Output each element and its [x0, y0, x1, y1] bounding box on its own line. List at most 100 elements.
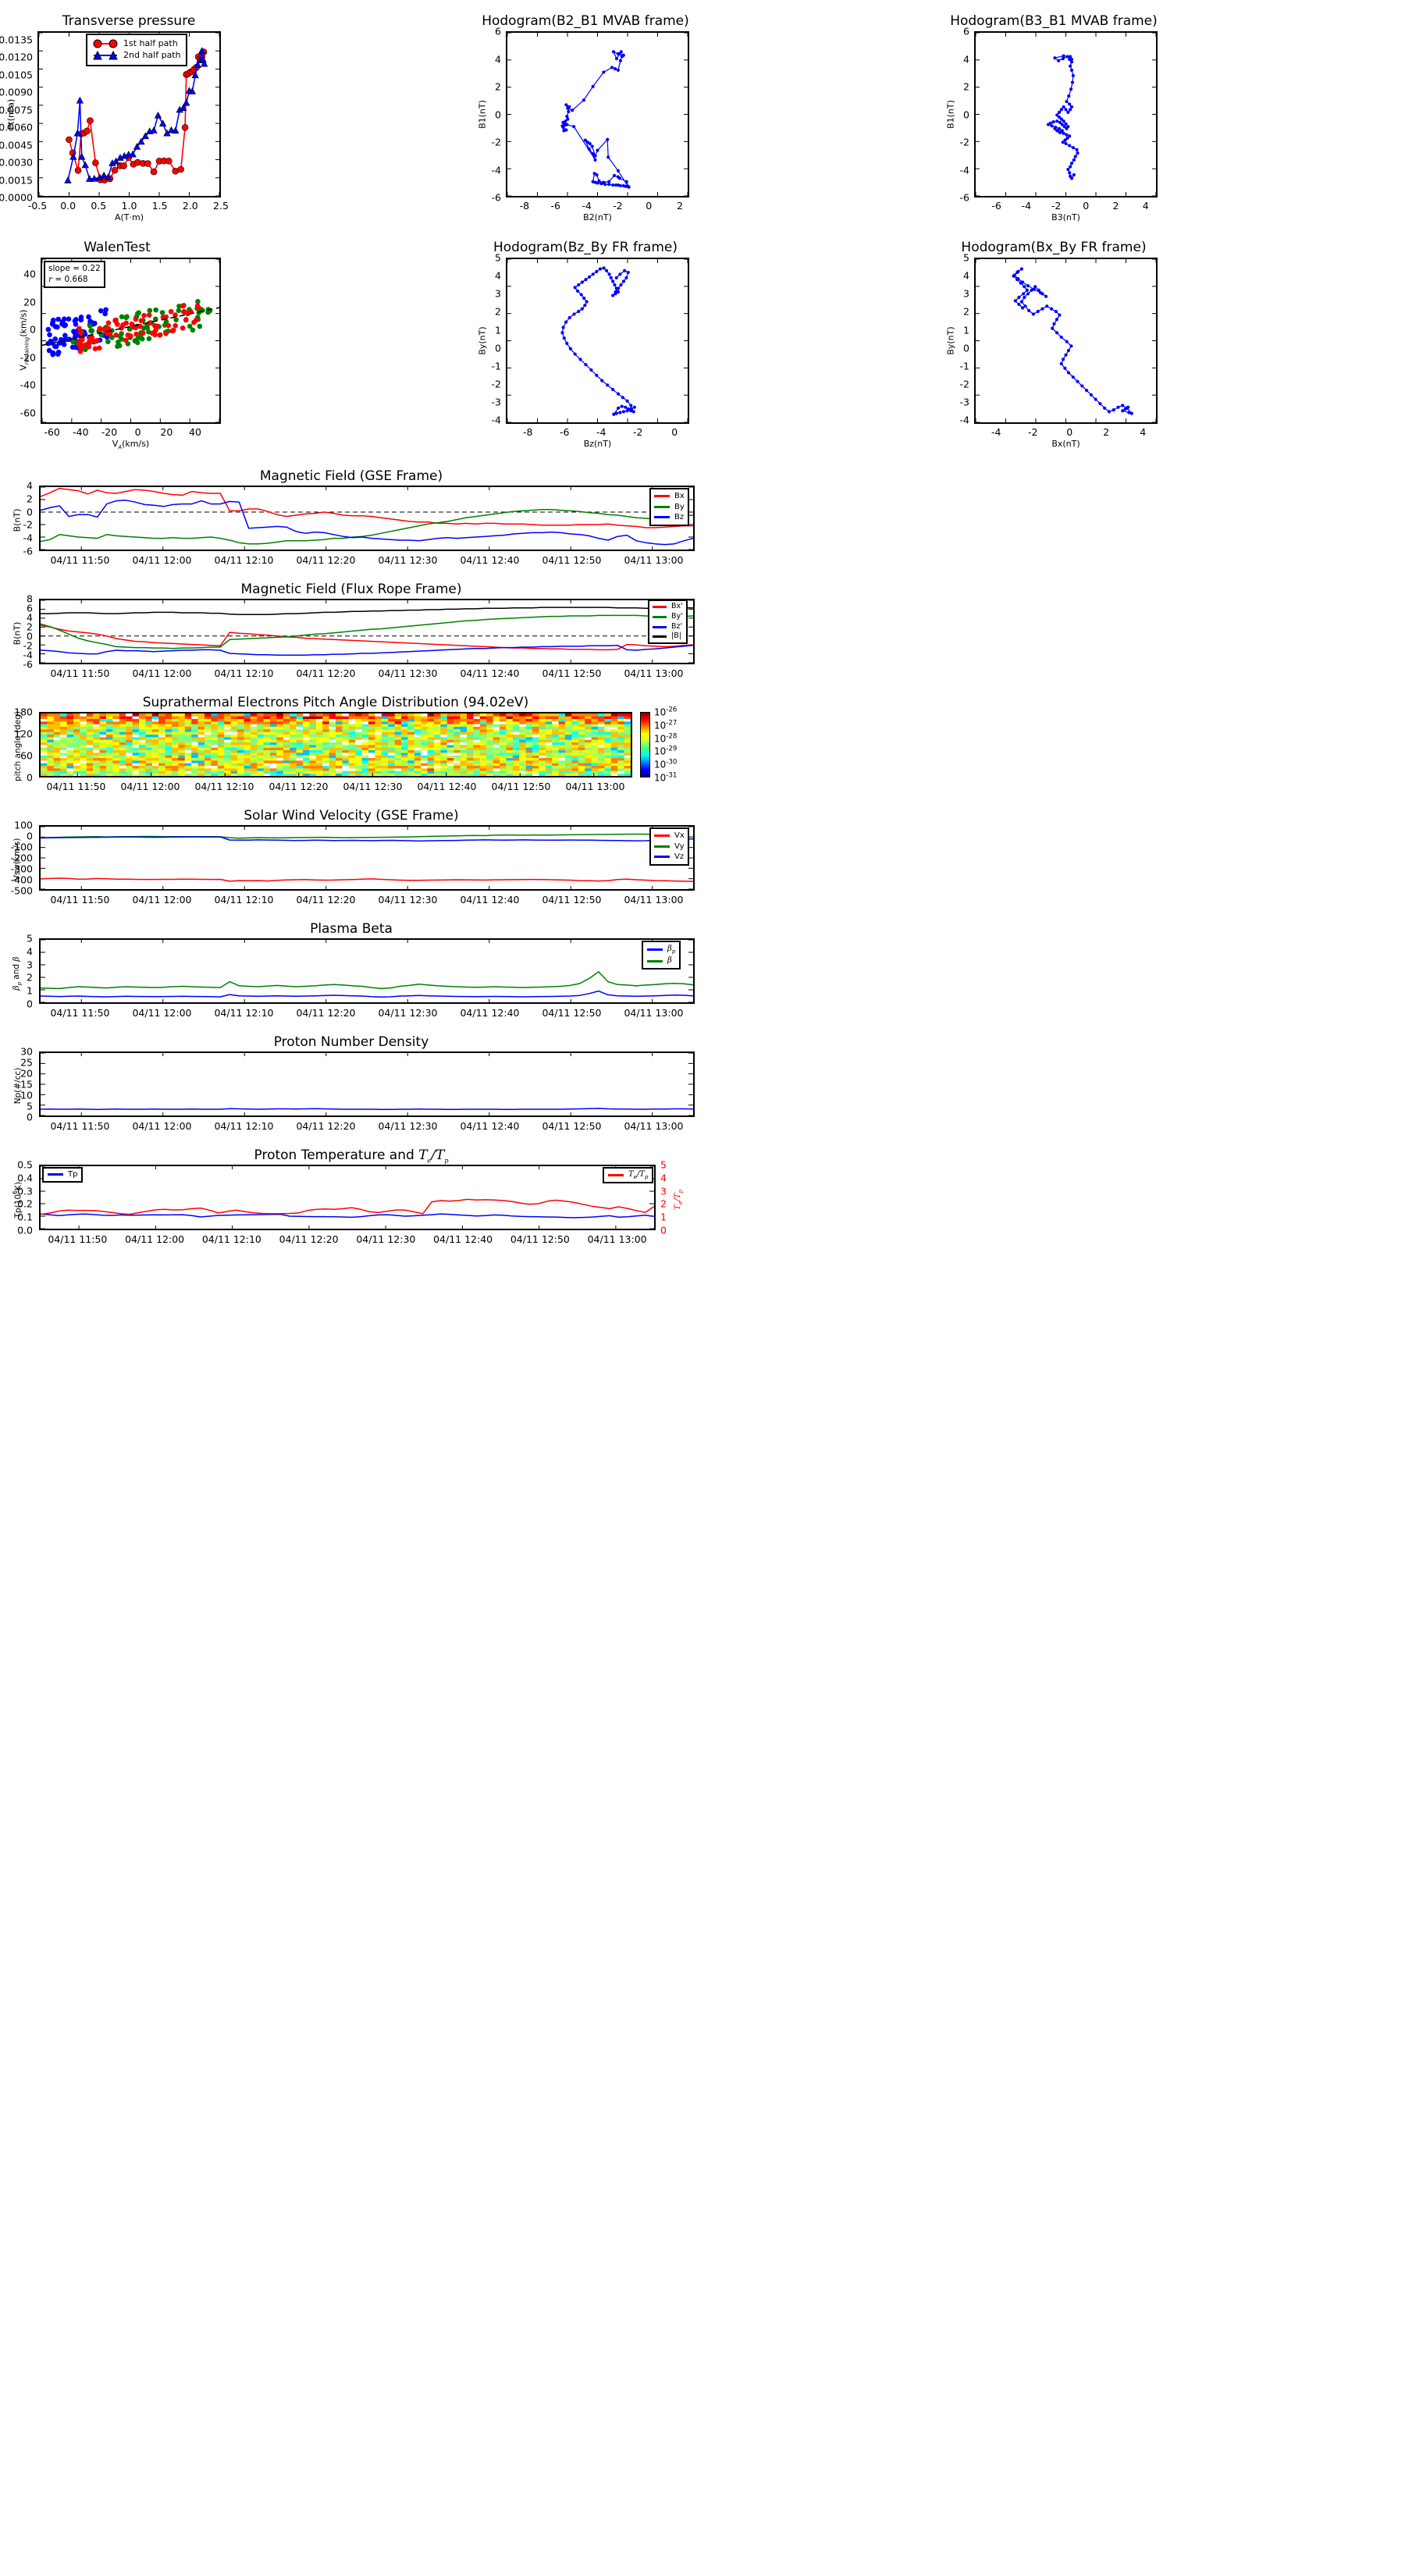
- x-tick-label: -6: [991, 200, 1001, 212]
- y-tick-label: -100: [10, 841, 33, 853]
- x-tick-label: 04/11 12:20: [279, 1233, 339, 1245]
- x-tick-label: 04/11 12:40: [460, 1007, 520, 1019]
- y-tick-label: -2: [959, 136, 969, 148]
- legend[interactable]: Bx By Bz: [649, 488, 689, 526]
- panel-hodogram-b3b1: Hodogram(B3_B1 MVAB frame) B1(nT) B3(nT)…: [937, 8, 1171, 230]
- x-tick-label: -4: [1021, 200, 1032, 212]
- y-tick-label: 0: [27, 1111, 33, 1123]
- y-tick-label-right: 5: [660, 1158, 667, 1171]
- y-tick-label: 1: [963, 324, 969, 336]
- x-tick-label: 04/11 12:20: [296, 554, 356, 566]
- legend[interactable]: 1st half path 2nd half path: [86, 34, 187, 66]
- panel-title: Hodogram(B2_B1 MVAB frame): [482, 13, 689, 29]
- x-tick-label: 04/11 12:20: [296, 1120, 356, 1132]
- legend-swatch-bxp: [653, 605, 667, 608]
- legend-swatch-byp: [653, 615, 667, 618]
- y-tick-label: -2: [491, 136, 501, 148]
- x-tick-label: 04/11 12:50: [542, 894, 602, 906]
- colorbar-tick-label: 10-27: [654, 719, 678, 731]
- legend[interactable]: Vx Vy Vz: [649, 827, 689, 866]
- y-tick-label: 4: [495, 269, 501, 282]
- y-tick-label: 0.3: [17, 1185, 33, 1197]
- r-value: r = 0.668: [48, 274, 88, 284]
- legend-label: Bx': [671, 602, 683, 610]
- legend-swatch-tetp: [608, 1174, 624, 1177]
- legend-label: βp: [667, 945, 676, 955]
- legend-label: Bz: [674, 513, 685, 521]
- x-tick-label: -8: [519, 200, 530, 212]
- y-tick-label: 0.0030: [0, 156, 33, 169]
- panel-title: Magnetic Field (GSE Frame): [259, 468, 443, 484]
- x-axis-label: B2(nT): [583, 212, 612, 222]
- y-tick-label: 2: [963, 305, 969, 318]
- plasma-beta-svg: [41, 940, 693, 1002]
- y-tick-label: 1: [495, 324, 501, 336]
- x-tick-label: 2.0: [182, 200, 198, 212]
- x-tick-label: 2: [677, 200, 684, 212]
- x-tick-label: 04/11 12:20: [296, 894, 356, 906]
- y-tick-label: 2: [27, 621, 33, 633]
- x-tick-label: 0: [646, 200, 653, 212]
- solar-wind-svg: [41, 827, 693, 889]
- y-axis-label: pitch angle (deg): [13, 711, 23, 781]
- legend-left[interactable]: Tp: [42, 1167, 84, 1183]
- x-tick-label: 0: [1066, 426, 1073, 438]
- x-tick-label: 2: [1112, 200, 1119, 212]
- legend-label: 1st half path: [123, 38, 178, 48]
- y-tick-label: 4: [495, 53, 501, 65]
- legend-swatch-bx: [654, 495, 670, 498]
- x-tick-label: -8: [522, 426, 533, 438]
- x-tick-label: 04/11 12:00: [132, 554, 192, 566]
- panel-title: Transverse pressure: [62, 13, 196, 29]
- x-tick-label: 04/11 12:30: [343, 781, 403, 792]
- panel-title: Proton Number Density: [273, 1034, 429, 1050]
- y-tick-label: 0: [27, 630, 33, 642]
- legend[interactable]: βp β: [642, 941, 681, 970]
- y-tick-label: -6: [23, 658, 33, 671]
- y-tick-label: -6: [23, 545, 33, 557]
- y-tick-label: -1: [491, 360, 501, 372]
- y-tick-label: -6: [491, 191, 501, 204]
- x-tick-label: 0.5: [91, 200, 107, 212]
- x-tick-label: 04/11 12:30: [378, 894, 438, 906]
- y-tick-label: -6: [959, 191, 969, 204]
- y-tick-label: 0: [27, 998, 33, 1010]
- legend-item: Te/Tp: [608, 1169, 648, 1181]
- proton-density-svg: [41, 1053, 693, 1115]
- hodogram-b2b1-svg: [507, 33, 688, 196]
- y-tick-label: 5: [495, 251, 501, 264]
- legend-right[interactable]: Te/Tp: [603, 1167, 654, 1184]
- panel-hodogram-bzby: Hodogram(Bz_By FR frame) By(nT) Bz(nT) -…: [468, 234, 702, 457]
- legend-label: Vx: [674, 831, 685, 840]
- x-tick-label: 0: [671, 426, 678, 438]
- y-tick-label: 25: [20, 1056, 33, 1069]
- y-tick-label: 4: [27, 611, 33, 624]
- plot-area: [39, 1165, 656, 1230]
- legend[interactable]: Bx' By' Bz' |B|: [648, 600, 688, 645]
- legend-label: Bx: [674, 492, 685, 500]
- x-tick-label: 04/11 13:00: [587, 1233, 647, 1245]
- y-tick-label: 6: [963, 25, 969, 37]
- y-tick-label: -1: [959, 360, 969, 372]
- x-tick-label: 04/11 12:30: [378, 554, 438, 566]
- x-tick-label: 04/11 12:20: [296, 1007, 356, 1019]
- y-tick-label: 10: [20, 1089, 33, 1101]
- x-tick-label: 04/11 12:00: [132, 894, 192, 906]
- legend-marker-triangle: [93, 51, 118, 60]
- x-tick-label: -4: [582, 200, 592, 212]
- x-tick-label: 04/11 11:50: [50, 667, 110, 679]
- y-tick-label: -4: [491, 164, 501, 176]
- y-tick-label-right: 1: [660, 1211, 667, 1223]
- x-axis-label: B3(nT): [1051, 212, 1080, 222]
- x-tick-label: 04/11 12:00: [132, 1007, 192, 1019]
- y-tick-label: 0.0105: [0, 69, 33, 80]
- plot-area: [39, 486, 695, 551]
- x-tick-label: 0.0: [60, 200, 76, 212]
- x-tick-label: -2: [613, 200, 623, 212]
- y-tick-label: 30: [20, 1045, 33, 1058]
- y-tick-label: 40: [23, 268, 36, 280]
- plot-area: [39, 825, 695, 891]
- x-tick-label: 04/11 12:40: [460, 1120, 520, 1132]
- panel-solar-wind-velocity: Solar Wind Velocity (GSE Frame) Vsw(km/s…: [0, 808, 702, 908]
- y-tick-label: 6: [27, 602, 33, 614]
